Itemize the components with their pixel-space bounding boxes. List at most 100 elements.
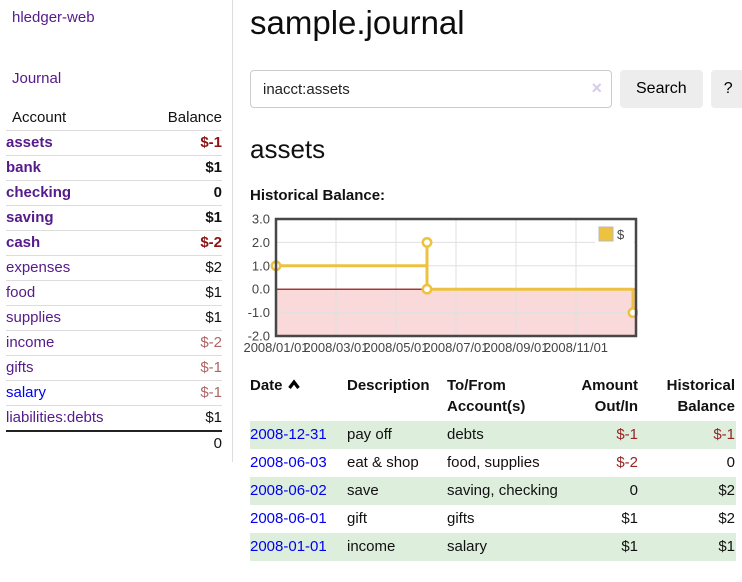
svg-text:1.0: 1.0 bbox=[252, 258, 270, 273]
svg-text:2008/11/01: 2008/11/01 bbox=[544, 340, 608, 355]
account-link-assets[interactable]: assets bbox=[6, 134, 53, 151]
account-link-salary[interactable]: salary bbox=[6, 384, 47, 401]
transaction-description: gift bbox=[347, 510, 368, 527]
page-title: sample.journal bbox=[250, 4, 465, 41]
balance-series-line bbox=[276, 240, 635, 313]
svg-text:3.0: 3.0 bbox=[252, 213, 270, 227]
account-balance: $1 bbox=[139, 305, 222, 331]
account-link-cash[interactable]: cash bbox=[6, 234, 41, 251]
clear-search-icon[interactable]: × bbox=[591, 78, 602, 98]
column-header-description: Description bbox=[347, 377, 430, 394]
account-balance: $2 bbox=[139, 255, 222, 281]
search-form: × Search ? bbox=[250, 70, 742, 108]
svg-text:-1.0: -1.0 bbox=[248, 305, 270, 320]
account-row: salary $-1 bbox=[6, 380, 222, 406]
transaction-balance: $1 bbox=[718, 538, 735, 555]
search-button[interactable]: Search bbox=[620, 70, 703, 108]
transaction-amount: 0 bbox=[629, 482, 638, 499]
transaction-balance: $2 bbox=[718, 482, 735, 499]
transaction-accounts: gifts bbox=[447, 510, 475, 527]
page: hledger-web Journal Account Balance asse… bbox=[0, 0, 742, 561]
account-balance: 0 bbox=[139, 180, 222, 206]
account-row: supplies $1 bbox=[6, 305, 222, 331]
transaction-accounts: food, supplies bbox=[447, 454, 540, 471]
accounts-header-row: Account Balance bbox=[6, 106, 222, 131]
transaction-date-link[interactable]: 2008-06-01 bbox=[250, 510, 327, 527]
chart-legend: $ bbox=[595, 224, 634, 246]
account-row: checking 0 bbox=[6, 180, 222, 206]
svg-text:2008/07/01: 2008/07/01 bbox=[423, 340, 488, 355]
register-row: 2008-06-01 gift gifts $1 $2 bbox=[250, 505, 736, 533]
search-input[interactable] bbox=[250, 70, 612, 108]
svg-text:2008/01/01: 2008/01/01 bbox=[244, 340, 309, 355]
account-link-supplies[interactable]: supplies bbox=[6, 309, 62, 326]
svg-text:-2.0: -2.0 bbox=[248, 329, 270, 344]
legend-swatch bbox=[598, 226, 614, 242]
app-title-link[interactable]: hledger-web bbox=[12, 9, 95, 26]
transaction-balance: $2 bbox=[718, 510, 735, 527]
register-row: 2008-06-02 save saving, checking 0 $2 bbox=[250, 477, 736, 505]
account-link-bank[interactable]: bank bbox=[6, 159, 42, 176]
transaction-description: eat & shop bbox=[347, 454, 419, 471]
register-row: 2008-12-31 pay off debts $-1 $-1 bbox=[250, 421, 736, 449]
transaction-date-link[interactable]: 2008-01-01 bbox=[250, 538, 327, 555]
svg-text:2008/05/01: 2008/05/01 bbox=[363, 340, 428, 355]
account-balance: $-2 bbox=[139, 330, 222, 356]
transaction-accounts: debts bbox=[447, 426, 484, 443]
account-row: saving $1 bbox=[6, 205, 222, 231]
legend-label: $ bbox=[617, 227, 625, 242]
account-view-title: assets bbox=[250, 134, 326, 164]
account-row: expenses $2 bbox=[6, 255, 222, 281]
accounts-header-balance: Balance bbox=[167, 109, 222, 126]
register-header-row: Date Description To/From Account(s) Amou… bbox=[250, 372, 736, 421]
chart-border bbox=[274, 217, 638, 338]
transaction-description: pay off bbox=[347, 426, 392, 443]
transaction-balance: 0 bbox=[726, 454, 735, 471]
main-content: sample.journal × Search ? assets Histori… bbox=[233, 0, 742, 561]
register-row: 2008-01-01 income salary $1 $1 bbox=[250, 533, 736, 561]
svg-text:2.0: 2.0 bbox=[252, 235, 270, 250]
account-balance: $1 bbox=[139, 405, 222, 431]
account-row: food $1 bbox=[6, 280, 222, 306]
transaction-amount: $-1 bbox=[616, 426, 638, 443]
transaction-date-link[interactable]: 2008-06-02 bbox=[250, 482, 327, 499]
accounts-header-account: Account bbox=[12, 109, 67, 126]
sidebar: hledger-web Journal Account Balance asse… bbox=[0, 0, 233, 462]
sidebar-item-journal[interactable]: Journal bbox=[12, 70, 62, 87]
account-link-gifts[interactable]: gifts bbox=[6, 359, 34, 376]
account-row: gifts $-1 bbox=[6, 355, 222, 381]
svg-text:2008/09/01: 2008/09/01 bbox=[483, 340, 548, 355]
accounts-total-row: 0 bbox=[6, 430, 222, 456]
transaction-description: save bbox=[347, 482, 379, 499]
register-table: Date Description To/From Account(s) Amou… bbox=[250, 372, 736, 561]
transaction-balance: $-1 bbox=[713, 426, 735, 443]
historical-balance-chart[interactable]: $ 3.0 2.0 1.0 0.0 -1.0 -2.0 2008/01/01 2… bbox=[244, 213, 638, 355]
column-header-date[interactable]: Date bbox=[250, 372, 347, 421]
chart-title: Historical Balance: bbox=[250, 187, 386, 204]
account-link-liabilities-debts[interactable]: liabilities:debts bbox=[6, 409, 104, 426]
transaction-accounts: salary bbox=[447, 538, 488, 555]
help-button[interactable]: ? bbox=[710, 70, 742, 108]
account-link-income[interactable]: income bbox=[6, 334, 55, 351]
column-header-balance: Historical Balance bbox=[666, 377, 735, 415]
account-row: assets $-1 bbox=[6, 130, 222, 156]
account-link-food[interactable]: food bbox=[6, 284, 36, 301]
account-row: liabilities:debts $1 bbox=[6, 405, 222, 431]
svg-text:2008/03/01: 2008/03/01 bbox=[303, 340, 368, 355]
account-balance: $1 bbox=[139, 280, 222, 306]
account-link-saving[interactable]: saving bbox=[6, 209, 54, 226]
account-balance: $1 bbox=[139, 155, 222, 181]
x-axis-labels: 2008/01/01 2008/03/01 2008/05/01 2008/07… bbox=[244, 340, 608, 355]
account-row: cash $-2 bbox=[6, 230, 222, 256]
transaction-date-link[interactable]: 2008-06-03 bbox=[250, 454, 327, 471]
column-header-accounts: To/From Account(s) bbox=[447, 377, 526, 415]
account-row: bank $1 bbox=[6, 155, 222, 181]
account-balance: $-1 bbox=[139, 355, 222, 381]
transaction-date-link[interactable]: 2008-12-31 bbox=[250, 426, 327, 443]
account-link-expenses[interactable]: expenses bbox=[6, 259, 71, 276]
accounts-table: Account Balance assets $-1 bank $1 check… bbox=[6, 106, 222, 456]
transaction-amount: $1 bbox=[621, 510, 638, 527]
account-link-checking[interactable]: checking bbox=[6, 184, 72, 201]
account-balance: $1 bbox=[139, 205, 222, 231]
transaction-accounts: saving, checking bbox=[447, 482, 558, 499]
